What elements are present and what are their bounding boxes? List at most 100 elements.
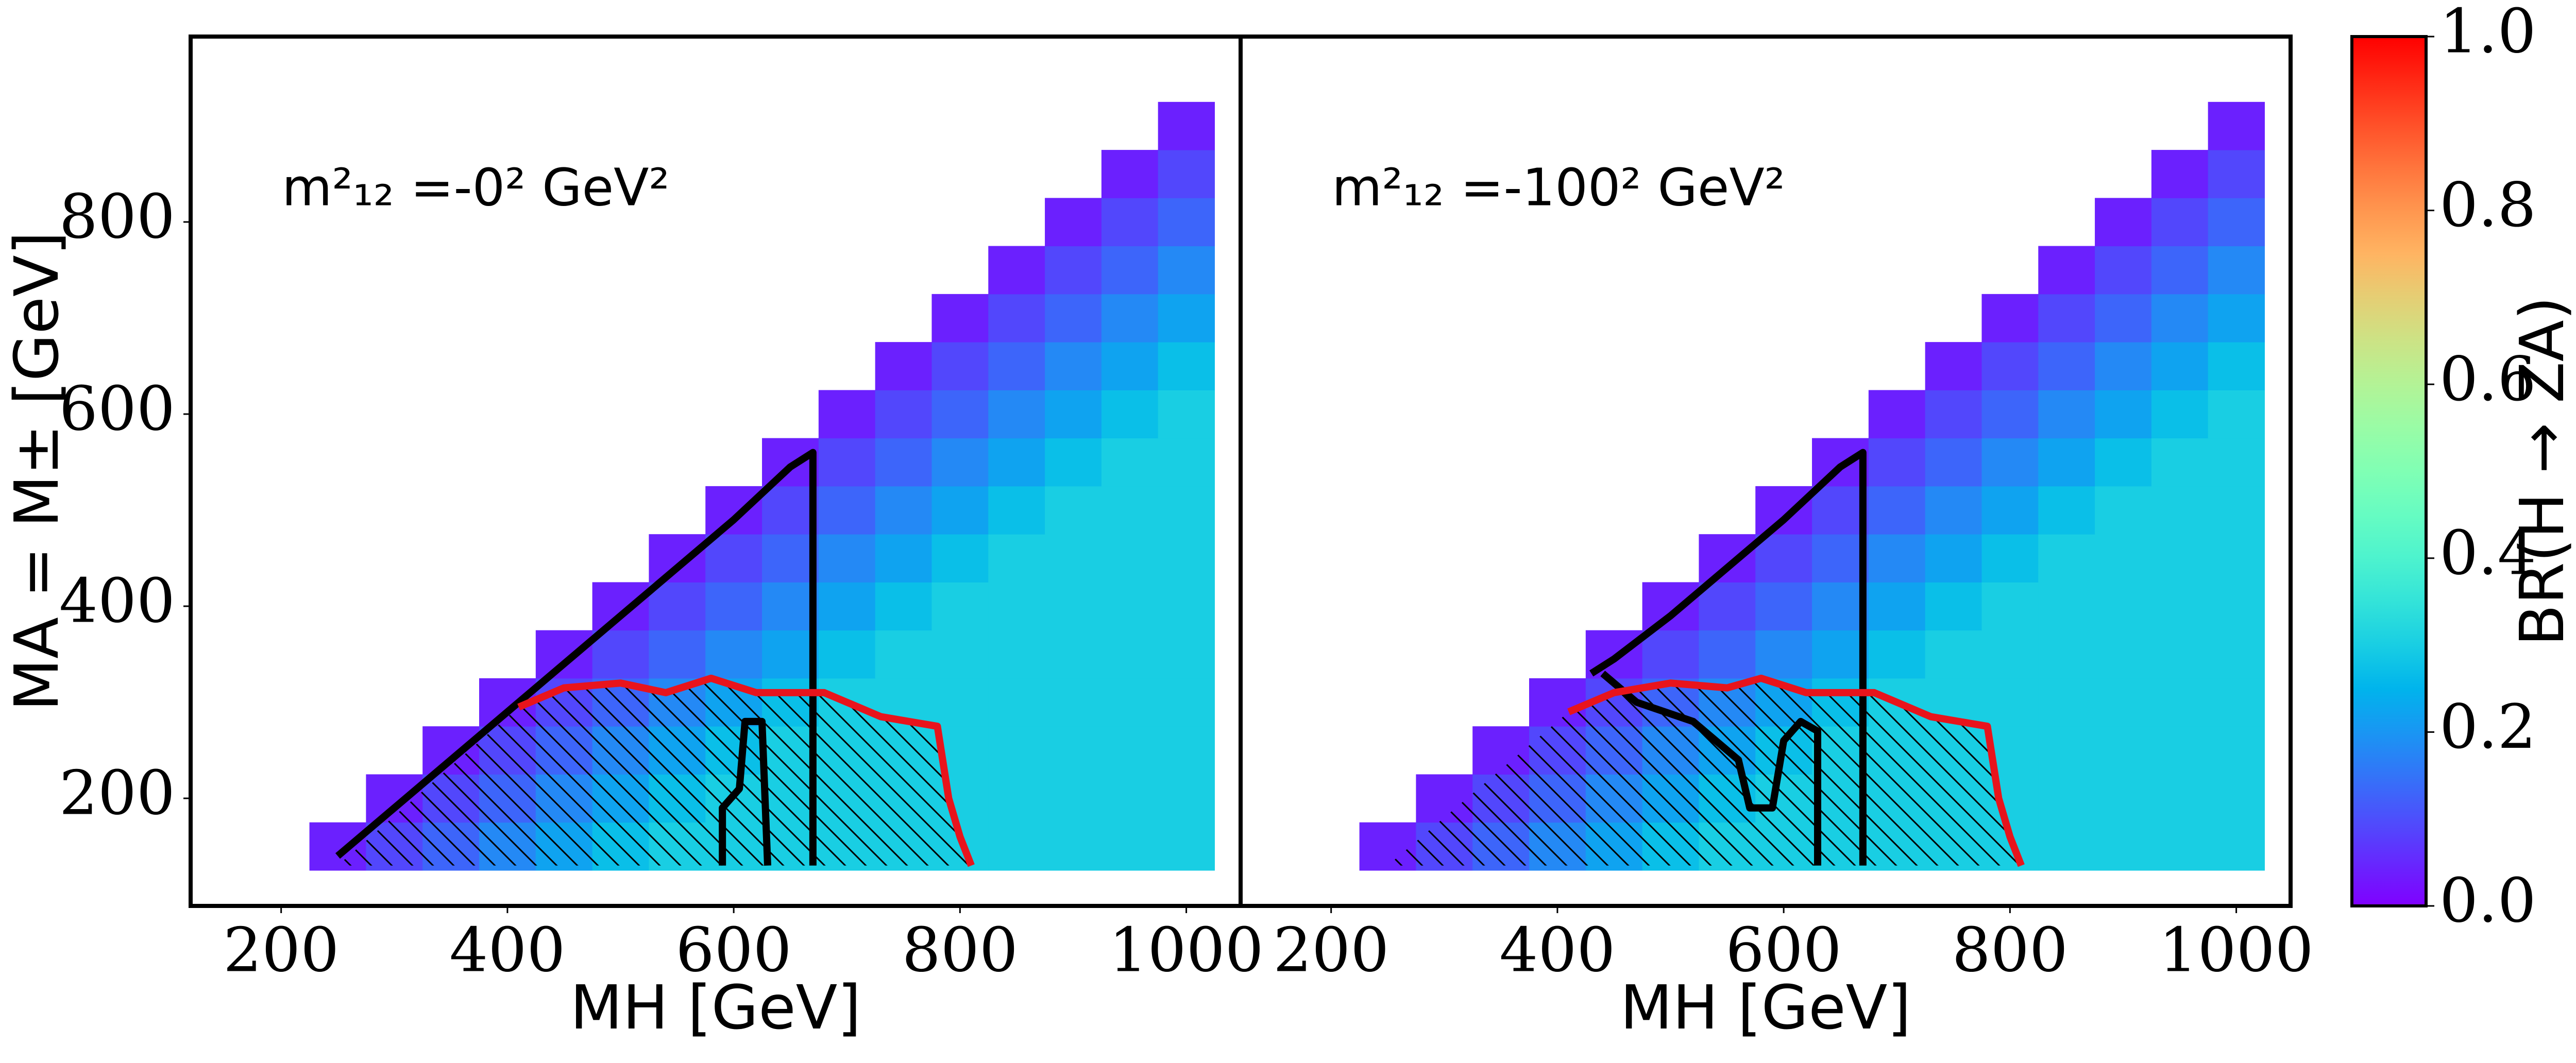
cell [2151, 198, 2209, 247]
cell [2151, 822, 2209, 871]
cell [2038, 342, 2095, 390]
cell [1868, 438, 1926, 487]
x-tick-label: 800 [1952, 915, 2068, 986]
cell [2151, 726, 2209, 775]
cell [1101, 774, 1159, 823]
cell [2151, 390, 2209, 439]
cell [2151, 294, 2209, 342]
cell [592, 630, 649, 679]
cell [2095, 582, 2152, 631]
cell [931, 486, 989, 535]
cell [2095, 246, 2152, 295]
cell [1045, 198, 1102, 247]
contour-line [1567, 674, 2025, 867]
hatch-region [337, 678, 972, 866]
cell [988, 534, 1045, 582]
cell [1101, 342, 1159, 390]
cell [1925, 582, 1982, 631]
cell [2095, 726, 2152, 775]
x-axis-label: MH [GeV] [570, 972, 861, 1043]
cell [1642, 630, 1699, 679]
cell [1101, 198, 1159, 247]
x-tick-label: 600 [1726, 915, 1842, 986]
cell [1045, 294, 1102, 342]
cell [1158, 294, 1215, 342]
cell [818, 438, 876, 487]
contour-line [335, 449, 817, 866]
cell [931, 630, 989, 679]
cell [2208, 822, 2265, 871]
x-tick-label: 1000 [1109, 915, 1263, 986]
cell [2038, 582, 2095, 631]
cell [1045, 438, 1102, 487]
colorbar-label: BR(H → ZA) [2506, 296, 2576, 646]
cell [875, 486, 932, 535]
cell [2151, 438, 2209, 487]
cell [649, 582, 706, 631]
hatch-region [1387, 678, 2022, 866]
cell [2208, 390, 2265, 439]
cell [1101, 246, 1159, 295]
cell [988, 726, 1045, 775]
cell [1158, 101, 1215, 150]
axes-frame [1239, 35, 2293, 908]
cell [2095, 774, 2152, 823]
x-tick-label: 1000 [2159, 915, 2313, 986]
cell [1101, 390, 1159, 439]
x-tick-label: 200 [1273, 915, 1389, 986]
cell [2151, 582, 2209, 631]
cell [875, 390, 932, 439]
cell [1158, 390, 1215, 439]
cell [1101, 678, 1159, 727]
cell [2208, 726, 2265, 775]
cell [988, 822, 1045, 871]
colorbar-tick-label: 0.6 [2439, 344, 2536, 415]
x-tick-label: 200 [223, 915, 339, 986]
cell [1045, 726, 1102, 775]
cell [1045, 486, 1102, 535]
cell [931, 582, 989, 631]
cell [2038, 390, 2095, 439]
y-tick-label: 200 [59, 758, 175, 829]
cell [2151, 774, 2209, 823]
cell [1101, 486, 1159, 535]
cell [988, 630, 1045, 679]
cell [1158, 822, 1215, 871]
cell [1045, 678, 1102, 727]
cell [2038, 438, 2095, 487]
cell [2095, 342, 2152, 390]
cell [2208, 630, 2265, 679]
cell [649, 534, 706, 582]
cell [2038, 774, 2095, 823]
cell [1868, 630, 1926, 679]
cell [1158, 774, 1215, 823]
cell [1699, 534, 1756, 582]
cell [2208, 246, 2265, 295]
cell [2151, 630, 2209, 679]
cell [1158, 534, 1215, 582]
cell [818, 486, 876, 535]
cell [2095, 630, 2152, 679]
cell [988, 246, 1045, 295]
colorbar [2350, 35, 2428, 907]
cell [2208, 582, 2265, 631]
cell [1101, 534, 1159, 582]
cell [1045, 246, 1102, 295]
cell [1925, 486, 1982, 535]
cell [988, 678, 1045, 727]
cell [1981, 534, 2039, 582]
cell [1158, 726, 1215, 775]
x-tick-label: 800 [902, 915, 1018, 986]
cell [818, 390, 876, 439]
contour-line [1589, 449, 1867, 866]
cell [1925, 534, 1982, 582]
cell [1699, 582, 1756, 631]
cell [1101, 294, 1159, 342]
cell [931, 678, 989, 727]
cell [1925, 390, 1982, 439]
cell [2038, 678, 2095, 727]
cell [2095, 678, 2152, 727]
cell [2151, 486, 2209, 535]
cell [1981, 630, 2039, 679]
cell [1045, 774, 1102, 823]
